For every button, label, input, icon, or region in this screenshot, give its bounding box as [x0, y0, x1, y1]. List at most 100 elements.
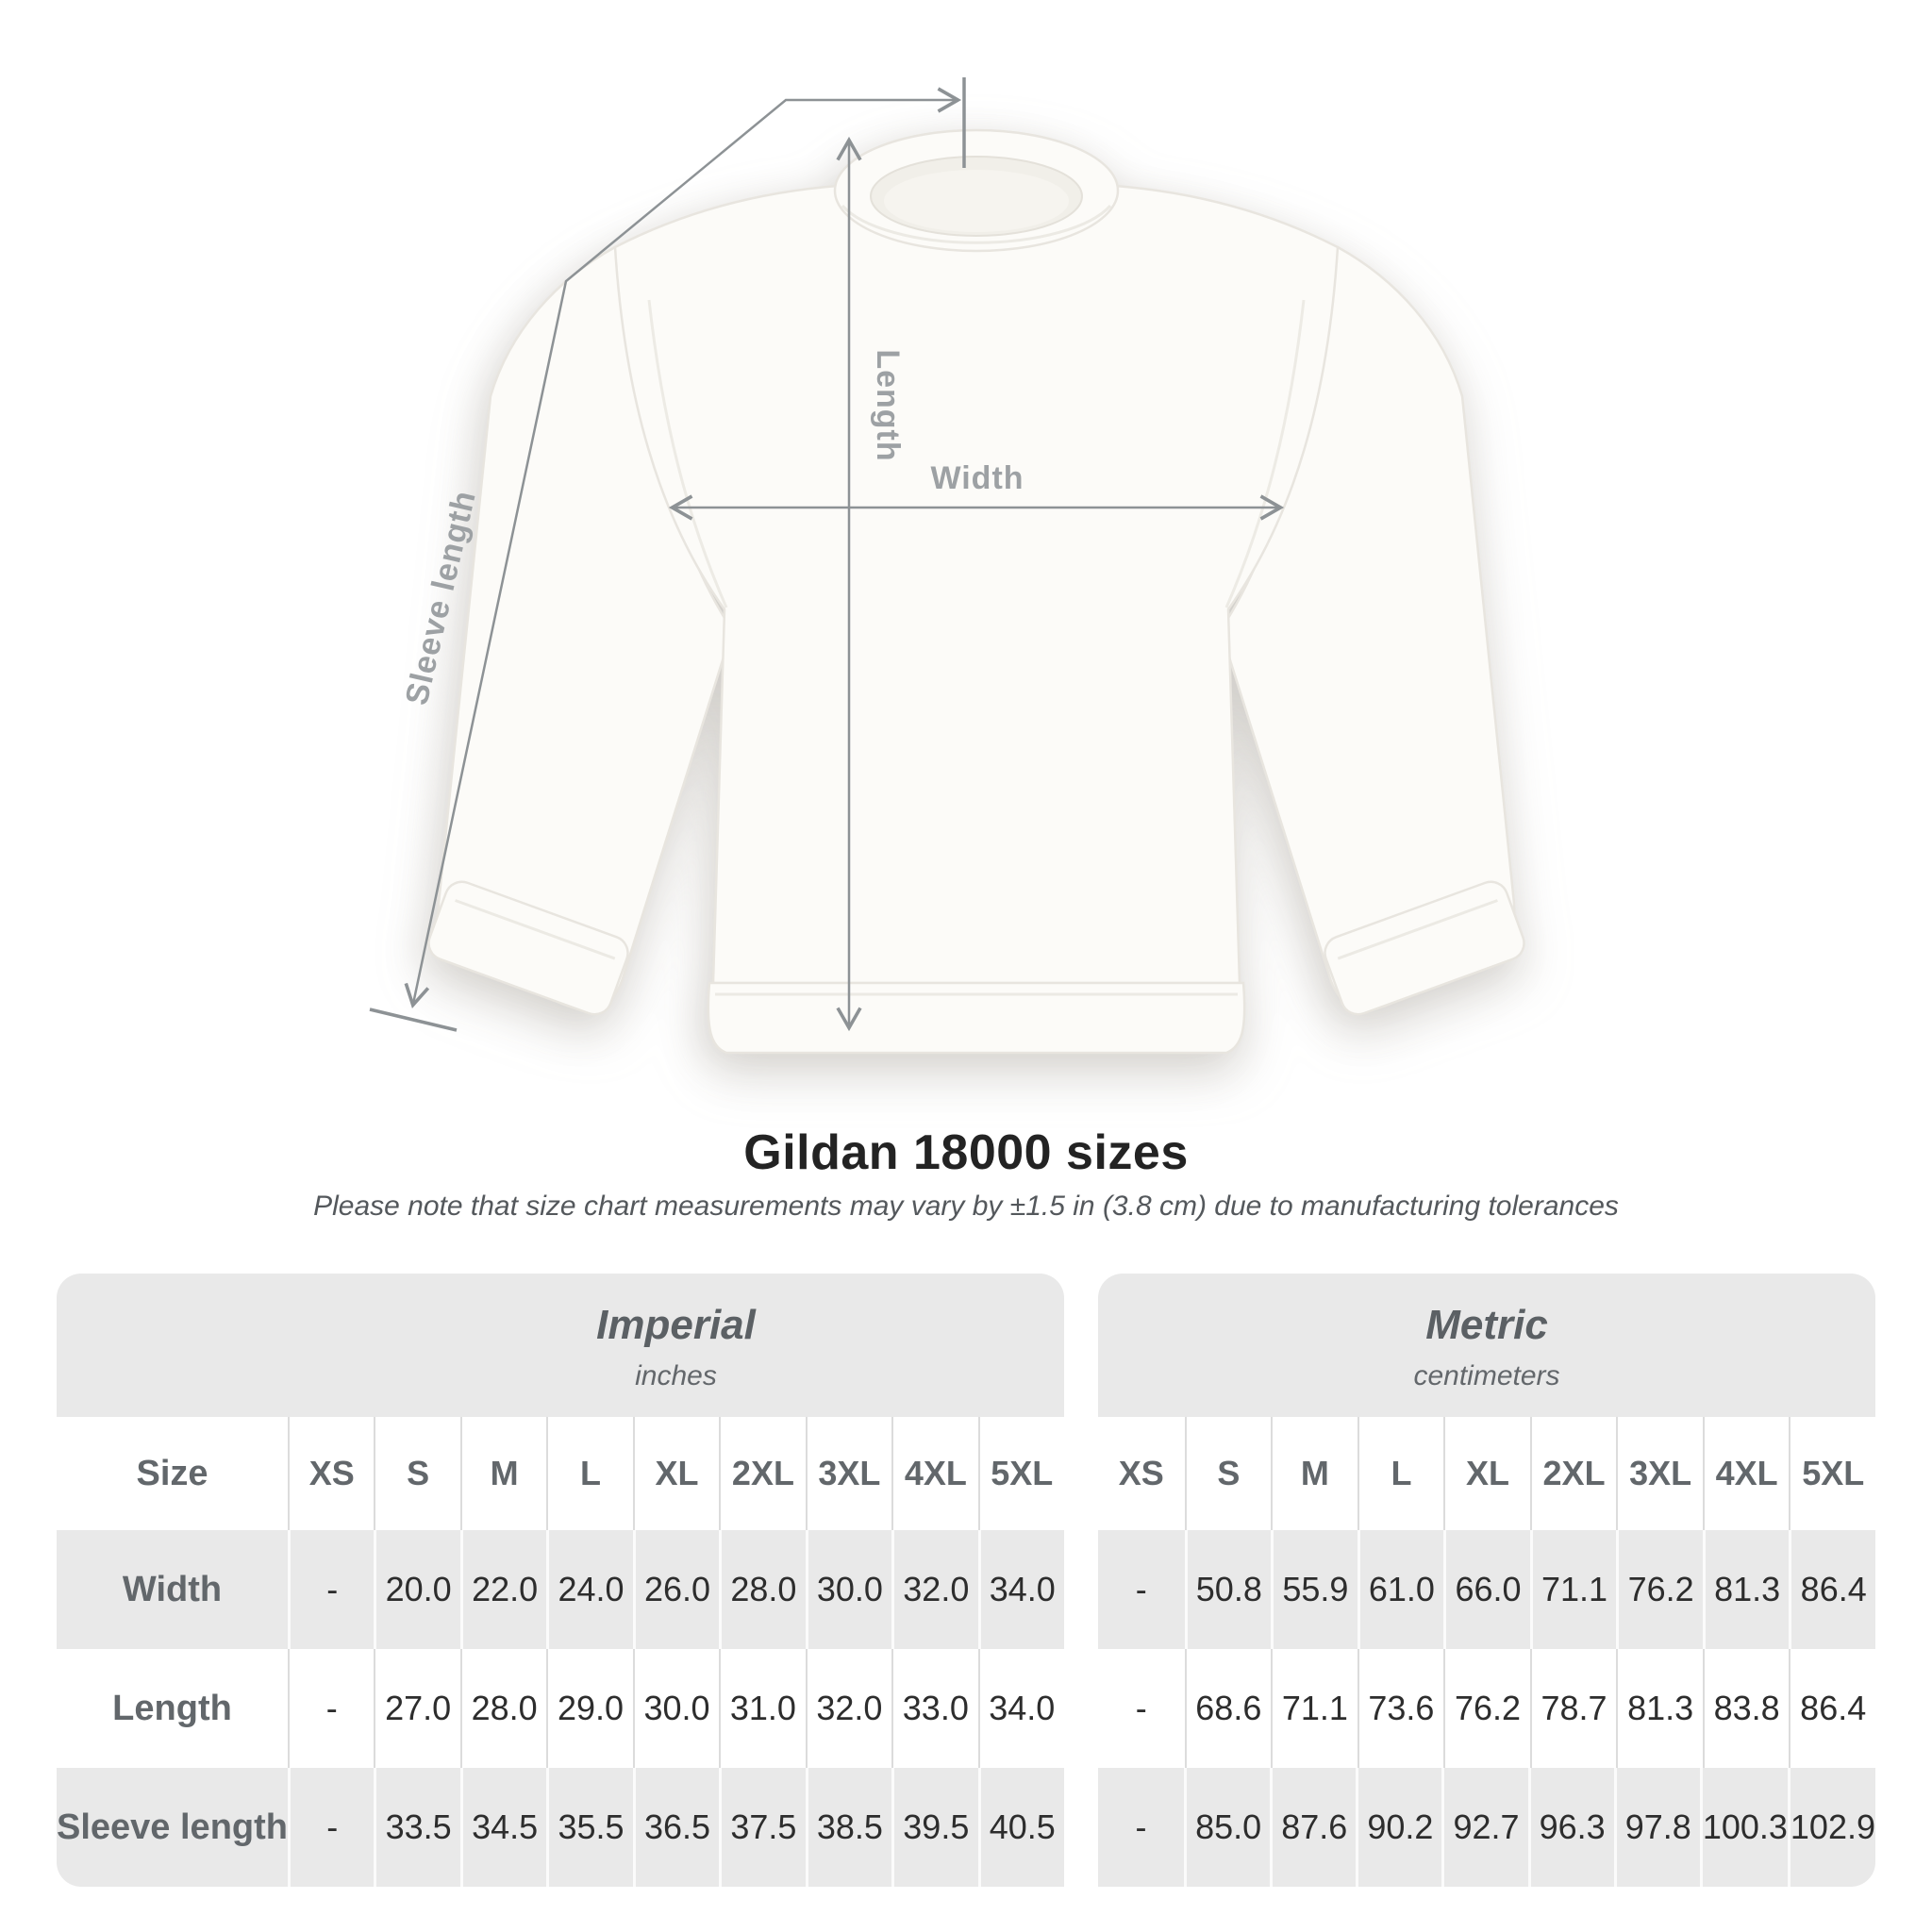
table-cell: 34.0 [977, 1649, 1064, 1768]
table-cell: 40.5 [977, 1768, 1064, 1887]
table-cell: 81.3 [1702, 1530, 1790, 1649]
col-header-imperial-l: L [546, 1417, 632, 1530]
metric-unit: centimeters [1413, 1360, 1560, 1391]
metric-label: Metric [1425, 1302, 1548, 1348]
col-header-metric-3xl: 3XL [1616, 1417, 1703, 1530]
collar [833, 128, 1120, 253]
table-cell: 37.5 [719, 1768, 805, 1887]
row-label-length: Length [112, 1688, 232, 1728]
right-cuff [1324, 880, 1525, 1016]
table-cell: 39.5 [891, 1768, 977, 1887]
table-cell: 96.3 [1527, 1768, 1614, 1887]
table-cell: 26.0 [632, 1530, 719, 1649]
table-cell: 33.5 [374, 1768, 459, 1887]
table-cell: 86.4 [1789, 1530, 1875, 1649]
imperial-band: Imperial inches [57, 1274, 1064, 1417]
imperial-unit: inches [635, 1360, 717, 1391]
unit-band-row: Imperial inches Metric centimeters [57, 1274, 1875, 1417]
table-cell: 86.4 [1789, 1649, 1875, 1768]
table-cell: 71.1 [1529, 1530, 1617, 1649]
col-header-imperial-m: M [459, 1417, 546, 1530]
col-header-metric-4xl: 4XL [1702, 1417, 1790, 1530]
table-cell: - [1135, 1689, 1147, 1727]
table-cell: 85.0 [1184, 1768, 1270, 1887]
table-cell: 50.8 [1184, 1530, 1272, 1649]
table-cell: 76.2 [1443, 1649, 1530, 1768]
table-row-sleeve-length: Sleeve length - 33.5 34.5 35.5 36.5 37.5… [57, 1768, 1875, 1887]
table-cell: 92.7 [1441, 1768, 1527, 1887]
col-header-metric-xl: XL [1443, 1417, 1530, 1530]
table-cell: 97.8 [1613, 1768, 1700, 1887]
table-cell: 78.7 [1529, 1649, 1617, 1768]
table-row-length: Length - 27.0 28.0 29.0 30.0 31.0 32.0 3… [57, 1649, 1875, 1768]
size-header-row: Size XS S M L XL 2XL 3XL 4XL 5XL XS S M … [57, 1417, 1875, 1530]
col-header-imperial-4xl: 4XL [891, 1417, 977, 1530]
right-shoulder-seam [1224, 299, 1306, 608]
col-header-metric-m: M [1271, 1417, 1357, 1530]
col-header-imperial-5xl: 5XL [977, 1417, 1064, 1530]
table-cell: 24.0 [546, 1530, 632, 1649]
col-header-metric-xs: XS [1118, 1454, 1164, 1492]
col-header-metric-2xl: 2XL [1529, 1417, 1617, 1530]
table-cell: 28.0 [719, 1530, 805, 1649]
table-cell: 81.3 [1616, 1649, 1703, 1768]
col-header-imperial-s: S [374, 1417, 459, 1530]
col-header-imperial-3xl: 3XL [805, 1417, 891, 1530]
table-cell: 27.0 [374, 1649, 459, 1768]
size-column-header: Size [136, 1453, 208, 1493]
sweatshirt-image [427, 128, 1525, 1055]
table-cell: 68.6 [1184, 1649, 1272, 1768]
table-row-width: Width - 20.0 22.0 24.0 26.0 28.0 30.0 32… [57, 1530, 1875, 1649]
table-cell: 55.9 [1271, 1530, 1357, 1649]
table-cell: - [288, 1768, 374, 1887]
row-label-width: Width [122, 1569, 223, 1609]
col-header-imperial-2xl: 2XL [719, 1417, 805, 1530]
table-cell: 36.5 [632, 1768, 719, 1887]
table-cell: 20.0 [374, 1530, 459, 1649]
col-header-imperial-xl: XL [632, 1417, 719, 1530]
band-gap [1064, 1274, 1098, 1417]
table-cell: 76.2 [1616, 1530, 1703, 1649]
table-cell: 71.1 [1271, 1649, 1357, 1768]
width-annotation-label: Width [930, 460, 1024, 496]
size-table: Imperial inches Metric centimeters Size … [57, 1274, 1875, 1887]
table-cell: 34.5 [459, 1768, 546, 1887]
col-header-metric-l: L [1357, 1417, 1444, 1530]
table-cell: 90.2 [1356, 1768, 1441, 1887]
page-subtitle: Please note that size chart measurements… [313, 1191, 1619, 1222]
table-cell: - [1135, 1807, 1147, 1846]
table-cell: - [288, 1530, 374, 1649]
table-cell: 30.0 [632, 1649, 719, 1768]
col-header-imperial-xs: XS [288, 1417, 374, 1530]
table-cell: 33.0 [891, 1649, 977, 1768]
metric-band: Metric centimeters [1098, 1274, 1875, 1417]
table-cell: 102.9 [1787, 1768, 1875, 1887]
table-cell: 100.3 [1699, 1768, 1788, 1887]
col-header-metric-s: S [1184, 1417, 1272, 1530]
page-title: Gildan 18000 sizes [743, 1125, 1189, 1180]
table-cell: 28.0 [459, 1649, 546, 1768]
table-cell: 73.6 [1357, 1649, 1444, 1768]
table-cell: 87.6 [1270, 1768, 1356, 1887]
table-cell: 38.5 [805, 1768, 891, 1887]
length-annotation-label: Length [870, 349, 906, 461]
cuff-tick [369, 1008, 458, 1032]
table-cell: 29.0 [546, 1649, 632, 1768]
col-header-metric-5xl: 5XL [1789, 1417, 1875, 1530]
table-cell: 34.0 [977, 1530, 1064, 1649]
table-cell: - [288, 1649, 374, 1768]
table-cell: 32.0 [805, 1649, 891, 1768]
table-cell: 83.8 [1702, 1649, 1790, 1768]
table-cell: 35.5 [546, 1768, 632, 1887]
table-cell: 61.0 [1357, 1530, 1444, 1649]
sweatshirt-diagram: Length Width Sleeve length [369, 77, 1525, 1055]
table-cell: 32.0 [891, 1530, 977, 1649]
table-cell: - [1135, 1570, 1147, 1608]
table-cell: 30.0 [805, 1530, 891, 1649]
table-cell: 31.0 [719, 1649, 805, 1768]
body-panel [613, 184, 1340, 985]
sleeve-length-arrow [404, 87, 962, 1009]
measurement-annotations [369, 77, 1285, 1032]
table-cell: 66.0 [1443, 1530, 1530, 1649]
